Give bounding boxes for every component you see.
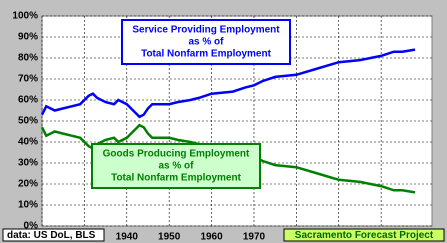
- y-tick-label: 90%: [18, 32, 38, 43]
- source-note: data: US DoL, BLS: [7, 230, 96, 241]
- source-box: [2, 228, 105, 242]
- y-tick-label: 30%: [18, 158, 38, 169]
- x-tick-label: 1970: [243, 232, 266, 243]
- y-tick-label: 40%: [18, 137, 38, 148]
- y-tick-label: 10%: [18, 200, 38, 211]
- x-tick-label: 1940: [116, 232, 139, 243]
- y-tick-label: 70%: [18, 74, 38, 85]
- y-tick-label: 0%: [24, 221, 39, 232]
- y-tick-label: 50%: [18, 116, 38, 127]
- legend-box: [91, 143, 261, 189]
- annotation: as % of: [188, 37, 224, 48]
- annotation: Service Providing Employment: [132, 25, 280, 36]
- y-tick-label: 100%: [12, 11, 38, 22]
- y-tick-label: 80%: [18, 53, 38, 64]
- legend-box: [121, 19, 291, 65]
- x-tick-label: 1960: [200, 232, 223, 243]
- annotation: Goods Producing Employment: [103, 149, 250, 160]
- annotation: Total Nonfarm Employment: [141, 49, 271, 60]
- credit-note: Sacramento Forecast Project: [295, 230, 434, 241]
- annotation: Total Nonfarm Employment: [111, 173, 241, 184]
- credit-box: [283, 228, 445, 242]
- x-tick-label: 1950: [158, 232, 181, 243]
- y-tick-label: 60%: [18, 95, 38, 106]
- y-tick-label: 20%: [18, 179, 38, 190]
- series-line: [40, 48, 416, 119]
- annotation: as % of: [158, 161, 194, 172]
- series-line: [40, 123, 416, 194]
